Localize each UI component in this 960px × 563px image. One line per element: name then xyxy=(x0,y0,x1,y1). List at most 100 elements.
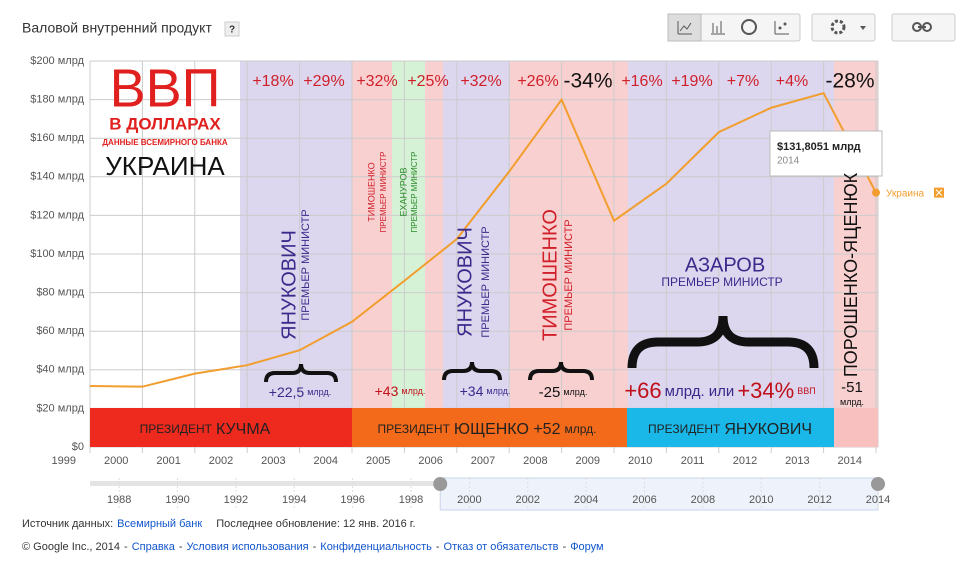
footer-link[interactable]: Форум xyxy=(570,541,603,553)
y-tick-label: $80 млрд xyxy=(36,287,84,299)
logo-text: УКРАИНА xyxy=(105,151,225,181)
president-label: ПРЕЗИДЕНТ ЮЩЕНКО +52 млрд. xyxy=(378,421,597,438)
copyright: © Google Inc., 2014 xyxy=(22,541,120,553)
premier-label: ТИМОШЕНКО xyxy=(366,162,376,221)
separator: - xyxy=(313,541,317,553)
line-chart-button[interactable] xyxy=(667,13,702,42)
nav-tick-label: 2002 xyxy=(516,494,540,506)
toolbar xyxy=(667,13,956,42)
logo-text: В ДОЛЛАРАХ xyxy=(109,114,221,133)
bar-icon[interactable] xyxy=(711,21,725,35)
updated: Последнее обновление: 12 янв. 2016 г. xyxy=(216,518,415,530)
change-text: млрд. xyxy=(401,386,425,396)
gear-icon xyxy=(830,19,846,35)
president-text: ПРЕЗИДЕНТ xyxy=(378,422,451,436)
nav-tick-label: 1988 xyxy=(107,494,131,506)
growth-label: -28% xyxy=(825,70,874,93)
range-handle[interactable] xyxy=(433,477,448,491)
help-icon[interactable]: ? xyxy=(229,25,235,36)
premier-label: ПРЕМЬЕР МИНИСТР xyxy=(563,219,575,330)
link-icon xyxy=(912,22,922,32)
logo-text: ВВП xyxy=(110,58,221,118)
nav-tick-label: 2010 xyxy=(749,494,773,506)
change-label: -51 млрд. xyxy=(840,379,864,407)
brace xyxy=(442,361,502,381)
nav-tick-label: 2012 xyxy=(807,494,831,506)
tooltip-box xyxy=(769,130,883,177)
nav-tick-label: 1990 xyxy=(165,494,189,506)
x-tick-label: 2003 xyxy=(261,455,285,467)
source-label: Источник данных: xyxy=(22,518,113,530)
page-title: Валовой внутренний продукт xyxy=(22,20,212,36)
data-point xyxy=(872,188,880,197)
change-label: +34 млрд. xyxy=(460,383,511,399)
premier-label: ЕХАНУРОВ xyxy=(398,167,408,216)
y-tick-label: $120 млрд xyxy=(30,209,84,221)
x-tick-label: 2011 xyxy=(681,455,705,467)
president-text: ПРЕЗИДЕНТ xyxy=(648,422,721,436)
y-tick-label: $180 млрд xyxy=(30,94,84,106)
growth-label: +7% xyxy=(727,73,759,90)
president-bar xyxy=(352,408,627,447)
footer-link[interactable]: Справка xyxy=(132,541,176,553)
growth-label: +18% xyxy=(252,73,293,90)
separator: - xyxy=(179,541,183,553)
change-text: +22,5 xyxy=(269,384,305,400)
nav-tick-label: 1998 xyxy=(399,494,423,506)
map-icon[interactable] xyxy=(741,19,757,35)
help-box[interactable] xyxy=(224,21,240,37)
separator: - xyxy=(563,541,567,553)
x-tick-label: 2013 xyxy=(785,455,809,467)
source-link[interactable]: Всемирный банк xyxy=(117,518,202,530)
change-text: +34% xyxy=(737,378,794,403)
line-icon xyxy=(677,21,692,35)
separator: - xyxy=(124,541,128,553)
premier-label: ПРЕМЬЕР МИНИСТР xyxy=(300,209,312,320)
change-text: +66 xyxy=(624,378,661,403)
y-tick-label: $140 млрд xyxy=(30,171,84,183)
change-text: млрд. xyxy=(563,387,587,397)
brace xyxy=(627,315,819,369)
change-label: -25 млрд. xyxy=(539,384,588,401)
premier-label: ПОРОШЕНКО-ЯЦЕНЮК xyxy=(841,172,861,377)
change-text: млрд. или xyxy=(665,383,735,400)
growth-label: +26% xyxy=(517,73,558,90)
change-text: -25 xyxy=(539,384,561,401)
x-tick-label: 2010 xyxy=(628,455,652,467)
change-label: +43 млрд. xyxy=(375,383,426,399)
footer-link[interactable]: Отказ от обязательств xyxy=(444,541,559,553)
change-text: +34 xyxy=(460,383,484,399)
change-text: млрд. xyxy=(840,397,864,407)
growth-label: +29% xyxy=(303,73,344,90)
growth-label: +4% xyxy=(776,73,808,90)
nav-tick-label: 2006 xyxy=(632,494,656,506)
x-tick-label: 2000 xyxy=(104,455,128,467)
x-tick-label: 2004 xyxy=(314,455,338,467)
y-tick-label: $100 млрд xyxy=(30,248,84,260)
premier-label: ПРЕМЬЕР МИНИСТР xyxy=(480,226,492,337)
range-handle[interactable] xyxy=(871,477,885,491)
premier-label: АЗАРОВ xyxy=(685,254,765,276)
footer-links: © Google Inc., 2014- Справка - Условия испо… xyxy=(22,541,604,553)
brace xyxy=(264,363,338,383)
growth-label: +16% xyxy=(621,73,662,90)
scatter-dot xyxy=(778,26,782,30)
y-tick-label: $200 млрд xyxy=(30,55,84,67)
president-text: млрд. xyxy=(564,422,596,436)
x-tick-label: 2005 xyxy=(366,455,390,467)
x-tick-label: 2002 xyxy=(209,455,233,467)
growth-label: +25% xyxy=(407,73,448,90)
footer-link[interactable]: Условия использования xyxy=(187,541,309,553)
series-line xyxy=(89,92,877,388)
footer-link[interactable]: Конфиденциальность xyxy=(320,541,432,553)
growth-label: +32% xyxy=(356,73,397,90)
x-tick-label: 2014 xyxy=(838,455,862,467)
x-tick-label: 2009 xyxy=(576,455,600,467)
scatter-dot xyxy=(783,22,787,26)
source-line: Источник данных: Всемирный банк Последнее … xyxy=(22,518,416,530)
growth-label: +32% xyxy=(460,73,501,90)
premier-label: ПРЕМЬЕР МИНИСТР xyxy=(661,275,782,289)
nav-tick-label: 2000 xyxy=(457,494,481,506)
premier-label: ПРЕМЬЕР МИНИСТР xyxy=(410,152,419,233)
scatter-icon[interactable] xyxy=(774,21,789,35)
